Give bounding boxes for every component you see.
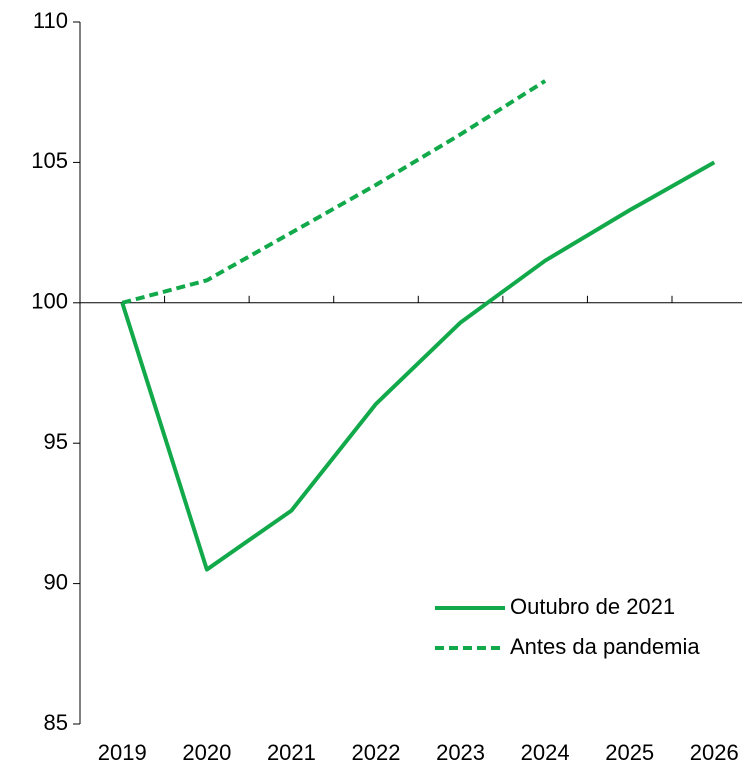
x-tick-label: 2019 [98,740,147,765]
y-tick-label: 105 [31,148,68,173]
x-tick-label: 2023 [436,740,485,765]
x-tick-label: 2020 [182,740,231,765]
y-tick-label: 110 [33,8,68,33]
x-tick-label: 2021 [267,740,316,765]
x-tick-label: 2024 [521,740,570,765]
x-tick-label: 2026 [690,740,739,765]
line-series [120,160,716,572]
line-series [121,79,547,305]
y-tick-label: 85 [44,710,68,735]
x-tick-label: 2022 [352,740,401,765]
legend-label: Antes da pandemia [510,634,700,659]
y-tick-label: 90 [44,569,68,594]
x-tick-label: 2025 [605,740,654,765]
legend-label: Outubro de 2021 [510,594,675,619]
y-tick-label: 100 [31,289,68,314]
y-tick-label: 95 [44,429,68,454]
